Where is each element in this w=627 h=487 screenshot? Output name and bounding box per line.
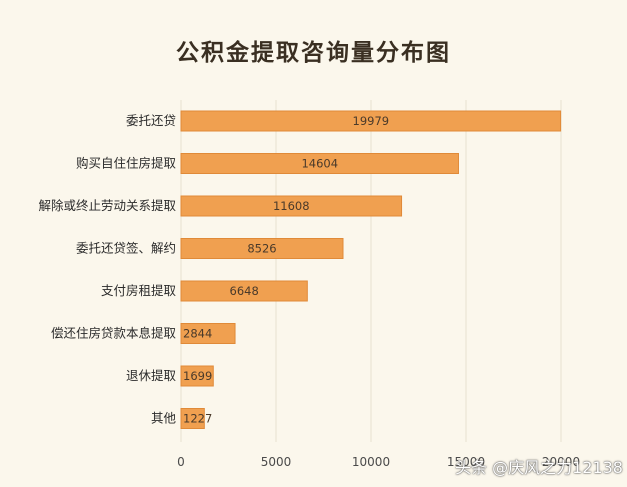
bar-7 (180, 408, 205, 429)
data-label-0: 19979 (353, 114, 390, 128)
x-tick-label-3: 15000 (447, 455, 485, 469)
category-label-7: 其他 (151, 411, 177, 426)
category-label-3: 委托还贷签、解约 (76, 241, 176, 256)
data-label-4: 6648 (230, 284, 259, 298)
category-label-5: 偿还住房贷款本息提取 (51, 326, 177, 341)
category-label-0: 委托还贷 (126, 113, 176, 128)
x-tick-label-2: 10000 (352, 455, 390, 469)
watermark: 头条 @庆风之力12138 (455, 458, 623, 477)
data-label-7: 1227 (183, 412, 212, 426)
bar-4 (180, 280, 308, 302)
x-tick-label-4: 20000 (542, 455, 580, 469)
data-label-5: 2844 (183, 327, 212, 341)
bar-6 (180, 365, 214, 387)
bar-0 (180, 110, 562, 132)
data-label-3: 8526 (247, 242, 276, 256)
data-label-2: 11608 (273, 199, 310, 213)
data-label-1: 14604 (301, 157, 338, 171)
bar-5 (180, 323, 236, 344)
data-label-6: 1699 (183, 369, 212, 383)
category-label-6: 退休提取 (126, 368, 177, 383)
category-label-2: 解除或终止劳动关系提取 (38, 198, 176, 213)
chart-title: 公积金提取咨询量分布图 (176, 40, 451, 66)
x-tick-label-0: 0 (177, 455, 185, 469)
bar-1 (180, 153, 459, 174)
x-tick-label-1: 5000 (261, 455, 292, 469)
bar-3 (180, 238, 344, 259)
bar-2 (180, 195, 403, 217)
category-label-1: 购买自住住房提取 (76, 156, 177, 171)
category-label-4: 支付房租提取 (101, 283, 177, 298)
